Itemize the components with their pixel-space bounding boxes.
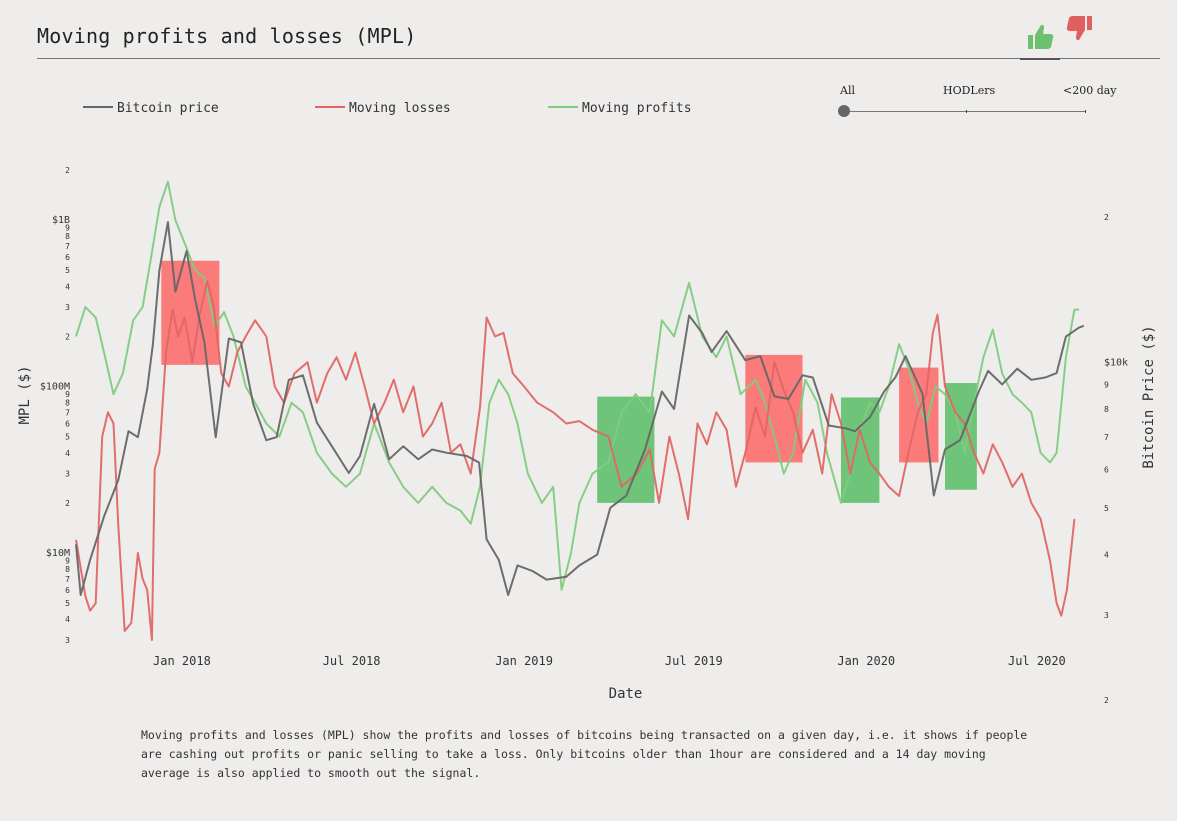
y-tick-label: 3 — [65, 303, 70, 312]
y-tick-label: 7 — [65, 575, 70, 584]
thumbs-down-icon — [1066, 16, 1092, 41]
thumbs-up-icon — [1028, 24, 1054, 49]
y-tick-label: 7 — [65, 408, 70, 417]
y-tick-label: 8 — [65, 565, 70, 574]
legend-item-moving-profits[interactable]: Moving profits — [548, 101, 692, 119]
y-tick-label: 9 — [65, 224, 70, 233]
y2-tick-label: 6 — [1104, 466, 1109, 475]
mpl-chart: 3456789$10M23456789$100M23456789$1B23456… — [17, 166, 1157, 705]
y-tick-label: $100M — [40, 382, 70, 393]
legend-swatch-bitcoin-price — [83, 105, 113, 108]
series-line-moving-losses — [75, 280, 1076, 641]
y-tick-label: 8 — [65, 232, 70, 241]
x-tick-label: Jan 2018 — [153, 654, 211, 668]
slider-track[interactable] — [844, 111, 1086, 112]
y2-axis-title: Bitcoin Price ($) — [1141, 325, 1157, 468]
legend-label: Bitcoin price — [117, 101, 219, 116]
y-tick-label: 2 — [65, 166, 70, 175]
y-tick-label: 5 — [65, 266, 70, 275]
x-tick-label: Jul 2019 — [665, 654, 723, 668]
y-tick-label: 7 — [65, 242, 70, 251]
y-tick-label: 5 — [65, 599, 70, 608]
y-tick-label: 9 — [65, 557, 70, 566]
y-tick-label: 5 — [65, 433, 70, 442]
y-tick-label: 8 — [65, 399, 70, 408]
y-tick-label: 2 — [65, 332, 70, 341]
y2-tick-label: 2 — [1104, 213, 1109, 222]
highlight-box — [899, 367, 939, 463]
thumbs-down-button[interactable] — [1060, 16, 1100, 58]
y2-tick-label: 3 — [1104, 611, 1109, 620]
y-tick-label: 6 — [65, 586, 70, 595]
slider-tick — [1085, 110, 1086, 113]
x-tick-label: Jul 2018 — [323, 654, 381, 668]
feedback-tabs — [1020, 16, 1100, 60]
slider-option-hodlers[interactable]: HODLers — [943, 84, 996, 97]
legend-item-bitcoin-price[interactable]: Bitcoin price — [83, 101, 219, 119]
thumbs-up-button[interactable] — [1020, 16, 1060, 60]
page-title: Moving profits and losses (MPL) — [37, 24, 417, 48]
x-tick-label: Jan 2019 — [495, 654, 553, 668]
slider-tick — [966, 110, 967, 113]
y-tick-label: 6 — [65, 419, 70, 428]
y2-tick-label: 9 — [1104, 380, 1109, 389]
legend-swatch-moving-losses — [315, 105, 345, 108]
y-tick-label: $10M — [46, 548, 70, 559]
y-tick-label: 3 — [65, 470, 70, 479]
legend-item-moving-losses[interactable]: Moving losses — [315, 101, 451, 119]
slider-handle[interactable] — [838, 105, 850, 117]
legend-label: Moving profits — [582, 101, 692, 116]
legend-label: Moving losses — [349, 101, 451, 116]
y-tick-label: $1B — [52, 215, 70, 226]
y2-tick-label: 5 — [1104, 504, 1109, 513]
y-axis-title: MPL ($) — [17, 365, 33, 424]
y2-tick-label: 8 — [1104, 405, 1109, 414]
series-line-moving-profits — [75, 180, 1080, 591]
y-tick-label: 2 — [65, 499, 70, 508]
header: Moving profits and losses (MPL) — [37, 16, 1160, 60]
y-tick-label: 4 — [65, 615, 70, 624]
y-tick-label: 4 — [65, 449, 70, 458]
chart-legend: Bitcoin price Moving losses Moving profi… — [0, 101, 800, 121]
slider-option-all[interactable]: All — [840, 84, 855, 97]
legend-swatch-moving-profits — [548, 105, 578, 108]
x-tick-label: Jul 2020 — [1008, 654, 1066, 668]
y2-tick-label: 2 — [1104, 696, 1109, 705]
y-tick-label: 9 — [65, 390, 70, 399]
y2-tick-label: 4 — [1104, 551, 1109, 560]
y-tick-label: 6 — [65, 253, 70, 262]
x-tick-label: Jan 2020 — [837, 654, 895, 668]
x-axis-title: Date — [609, 686, 643, 702]
y2-tick-label: 7 — [1104, 433, 1109, 442]
chart-description: Moving profits and losses (MPL) show the… — [141, 728, 1028, 780]
y-tick-label: 3 — [65, 636, 70, 645]
series-line-bitcoin-price — [75, 221, 1085, 596]
cohort-slider[interactable]: All HODLers <200 day — [838, 84, 1117, 124]
y2-tick-label: $10k — [1104, 357, 1128, 368]
y-tick-label: 4 — [65, 282, 70, 291]
slider-option-under-200-day[interactable]: <200 day — [1063, 84, 1117, 97]
